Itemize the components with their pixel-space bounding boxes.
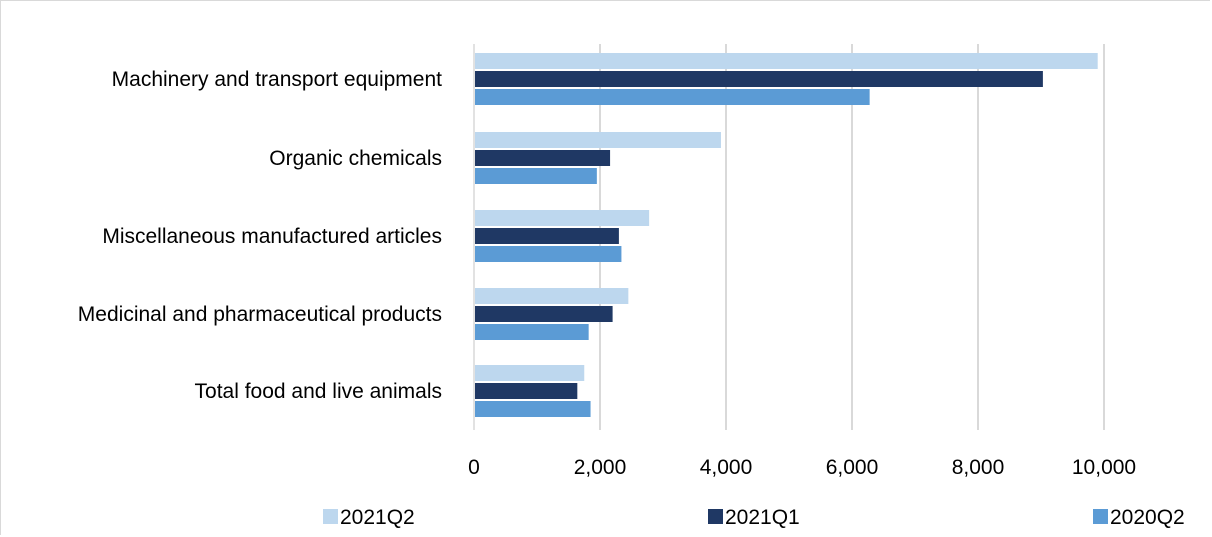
x-tick-label-1: 2,000 xyxy=(574,456,627,479)
x-tick-label-4: 8,000 xyxy=(952,456,1005,479)
legend-swatch-2021Q1 xyxy=(708,509,723,524)
bar-2021Q1-2 xyxy=(475,228,619,244)
bar-2020Q2-1 xyxy=(475,168,597,184)
bar-2021Q2-1 xyxy=(475,132,721,148)
bar-2021Q1-0 xyxy=(475,71,1043,87)
category-label-4: Total food and live animals xyxy=(195,380,442,403)
bar-2021Q2-2 xyxy=(475,210,650,226)
bar-2020Q2-3 xyxy=(475,324,589,340)
legend-swatch-2020Q2 xyxy=(1093,509,1108,524)
bar-2021Q1-1 xyxy=(475,150,611,166)
legend-label-2021Q1: 2021Q1 xyxy=(725,506,800,529)
x-tick-label-2: 4,000 xyxy=(700,456,753,479)
bar-2021Q2-0 xyxy=(475,53,1098,69)
category-labels: Machinery and transport equipment Organic… xyxy=(78,68,442,403)
bar-2021Q1-3 xyxy=(475,306,613,322)
bar-2021Q2-3 xyxy=(475,288,629,304)
x-tick-label-0: 0 xyxy=(468,456,480,479)
legend-label-2021Q2: 2021Q2 xyxy=(340,506,415,529)
x-tick-label-3: 6,000 xyxy=(826,456,879,479)
bar-2020Q2-4 xyxy=(475,401,591,417)
bar-2021Q2-4 xyxy=(475,365,585,381)
category-label-1: Organic chemicals xyxy=(269,147,442,170)
legend-swatch-2021Q2 xyxy=(323,509,338,524)
category-label-0: Machinery and transport equipment xyxy=(112,68,443,91)
x-tick-labels: 0 2,000 4,000 6,000 8,000 10,000 xyxy=(468,456,1136,479)
bars xyxy=(475,53,1098,417)
legend-label-2020Q2: 2020Q2 xyxy=(1110,506,1185,529)
bar-2020Q2-0 xyxy=(475,89,870,105)
legend: 2021Q2 2021Q1 2020Q2 xyxy=(323,506,1185,529)
bar-2021Q1-4 xyxy=(475,383,578,399)
bar-2020Q2-2 xyxy=(475,246,622,262)
x-tick-label-5: 10,000 xyxy=(1072,456,1136,479)
category-label-2: Miscellaneous manufactured articles xyxy=(102,225,442,248)
category-label-3: Medicinal and pharmaceutical products xyxy=(78,303,442,326)
